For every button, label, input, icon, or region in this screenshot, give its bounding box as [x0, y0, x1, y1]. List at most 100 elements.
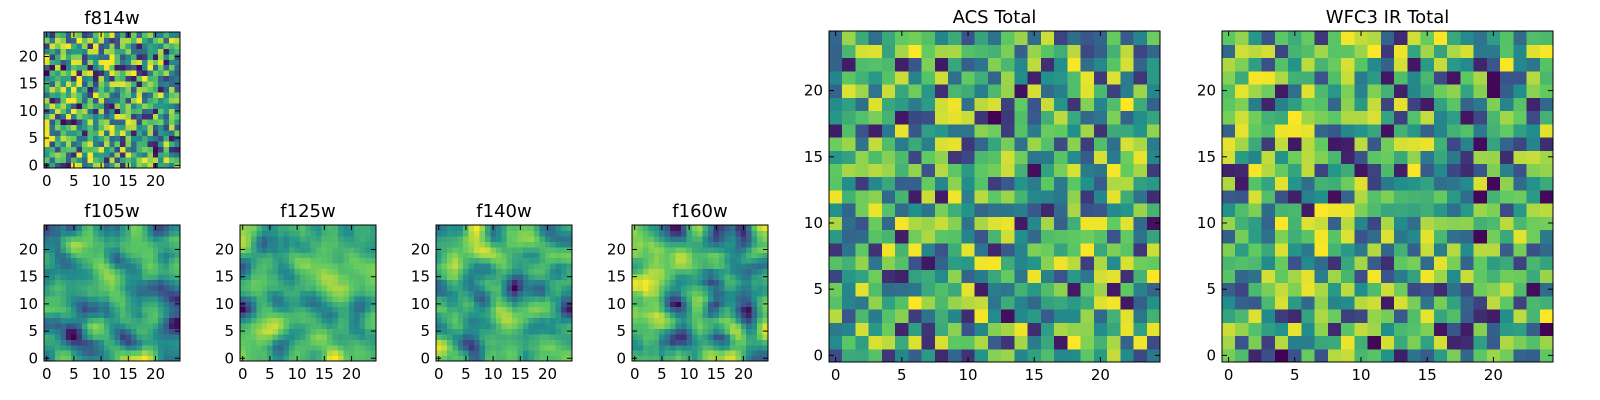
heatmap-cell — [354, 246, 361, 253]
heatmap-cell — [1027, 203, 1042, 217]
heatmap-cell — [713, 350, 720, 357]
heatmap-cell — [49, 102, 56, 109]
heatmap-cell — [506, 333, 513, 340]
heatmap-cell — [961, 216, 976, 231]
heatmap-cell — [1394, 322, 1408, 337]
heatmap-cell — [713, 284, 720, 291]
heatmap-cell — [517, 344, 524, 351]
heatmap-cell — [256, 252, 263, 259]
heatmap-cell — [60, 59, 67, 66]
heatmap-cell — [98, 42, 105, 49]
heatmap-cell — [746, 322, 753, 329]
heatmap-cell — [136, 290, 143, 297]
heatmap-cell — [1146, 335, 1161, 350]
heatmap-cell — [54, 59, 61, 66]
heatmap-cell — [337, 350, 344, 357]
heatmap-cell — [359, 268, 366, 275]
heatmap-cell — [305, 322, 312, 329]
heatmap-cell — [1054, 176, 1068, 191]
heatmap-cell — [147, 295, 154, 302]
heatmap-cell — [762, 295, 769, 302]
heatmap-cell — [1054, 216, 1068, 231]
heatmap-cell — [1067, 269, 1082, 284]
heatmap-cell — [987, 176, 1002, 191]
heatmap-cell — [1288, 83, 1303, 98]
heatmap-cell — [152, 252, 159, 259]
heatmap-cell — [708, 355, 715, 362]
heatmap-cell — [1054, 163, 1068, 178]
heatmap-cell — [92, 102, 99, 109]
heatmap-cell — [114, 129, 121, 136]
heatmap-cell — [637, 295, 644, 302]
heatmap-cell — [60, 273, 67, 280]
heatmap-cell — [523, 306, 530, 313]
heatmap-cell — [868, 57, 883, 72]
heatmap-cell — [1027, 216, 1042, 231]
heatmap-cell — [332, 355, 339, 362]
heatmap-cell — [855, 203, 870, 217]
heatmap-cell — [272, 344, 279, 351]
heatmap-cell — [163, 75, 170, 82]
heatmap-cell — [680, 333, 687, 340]
heatmap-cell — [1133, 229, 1148, 244]
heatmap-cell — [533, 284, 540, 291]
heatmap-cell — [1014, 163, 1029, 178]
heatmap-cell — [550, 344, 557, 351]
heatmap-cell — [278, 246, 285, 253]
heatmap-cell — [49, 32, 56, 39]
heatmap-cell — [141, 235, 148, 242]
heatmap-cell — [468, 263, 475, 270]
heatmap-cell — [1327, 216, 1342, 231]
heatmap-cell — [359, 290, 366, 297]
heatmap-cell — [762, 317, 769, 324]
heatmap-cell — [1513, 136, 1528, 151]
heatmap-cell — [169, 75, 176, 82]
heatmap-cell — [735, 225, 742, 232]
heatmap-cell — [686, 306, 693, 313]
heatmap-cell — [348, 301, 355, 308]
heatmap-cell — [152, 235, 159, 242]
heatmap-cell — [1027, 110, 1042, 125]
heatmap-cell — [327, 279, 334, 286]
heatmap-cell — [158, 140, 165, 147]
heatmap-cell — [1133, 216, 1148, 231]
heatmap-cell — [1500, 150, 1514, 164]
heatmap-cell — [49, 37, 56, 44]
heatmap-cell — [446, 246, 453, 253]
heatmap-cell — [751, 333, 758, 340]
heatmap-cell — [501, 284, 508, 291]
heatmap-cell — [163, 350, 170, 357]
heatmap-cell — [370, 252, 377, 259]
heatmap-cell — [98, 350, 105, 357]
heatmap-cell — [327, 263, 334, 270]
heatmap-cell — [948, 269, 962, 284]
heatmap-cell — [114, 230, 121, 237]
heatmap-cell — [87, 284, 94, 291]
heatmap-cell — [120, 273, 127, 280]
heatmap-cell — [544, 333, 551, 340]
heatmap-cell — [974, 189, 989, 204]
heatmap-cell — [365, 350, 372, 357]
heatmap-cell — [1054, 309, 1068, 323]
heatmap-cell — [103, 355, 110, 362]
heatmap-cell — [463, 235, 470, 242]
heatmap-cell — [174, 151, 181, 158]
heatmap-cell — [288, 235, 295, 242]
heatmap-cell — [719, 284, 726, 291]
heatmap-cell — [895, 309, 910, 323]
heatmap-cell — [708, 246, 715, 253]
heatmap-cell — [653, 241, 660, 248]
heatmap-cell — [158, 75, 165, 82]
heatmap-cell — [1486, 176, 1501, 191]
heatmap-cell — [441, 235, 448, 242]
heatmap-cell — [1054, 123, 1068, 138]
heatmap-cell — [1040, 136, 1055, 151]
heatmap-cell — [517, 290, 524, 297]
heatmap-cell — [49, 268, 56, 275]
heatmap-cell — [1460, 295, 1475, 310]
heatmap-cell — [354, 317, 361, 324]
heatmap-cell — [76, 279, 83, 286]
heatmap-cell — [120, 317, 127, 324]
heatmap-cell — [299, 339, 306, 346]
heatmap-cell — [1354, 150, 1369, 164]
